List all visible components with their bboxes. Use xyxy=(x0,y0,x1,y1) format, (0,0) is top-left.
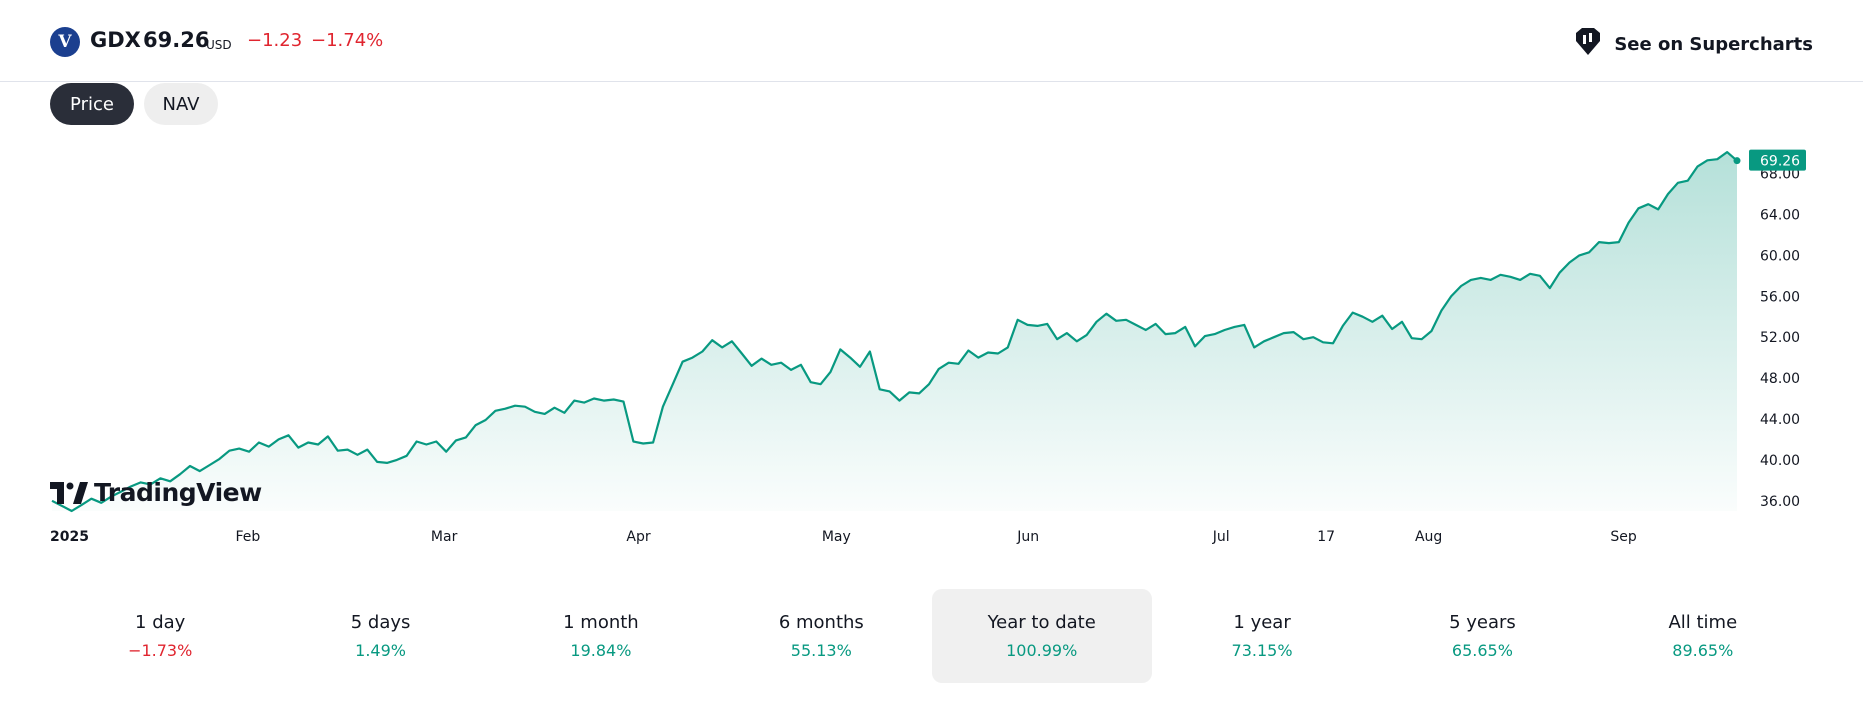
y-tick-label: 56.00 xyxy=(1760,289,1800,305)
period-label: 1 day xyxy=(135,612,186,633)
currency-label: USD xyxy=(206,38,232,52)
y-tick-label: 44.00 xyxy=(1760,412,1800,428)
x-tick-label: May xyxy=(822,529,851,545)
x-tick-label: Jun xyxy=(1016,529,1039,545)
period-label: 5 years xyxy=(1449,612,1516,633)
last-price-tag xyxy=(1749,149,1806,171)
x-tick-label: 17 xyxy=(1317,529,1335,545)
period-return: −1.73% xyxy=(128,641,193,660)
period-label: 5 days xyxy=(350,612,411,633)
period-selector: 1 day −1.73% 5 days 1.49% 1 month 19.84% 6 mon… xyxy=(50,589,1813,683)
tradingview-wordmark: TradingView xyxy=(94,478,262,507)
period-return: 55.13% xyxy=(790,641,852,660)
nav-toggle-button[interactable]: NAV xyxy=(144,83,218,125)
current-price: 69.26 xyxy=(143,28,210,52)
price-change-percent: −1.74% xyxy=(311,30,384,51)
see-on-supercharts-link[interactable]: See on Supercharts xyxy=(1572,27,1813,62)
y-tick-label: 40.00 xyxy=(1760,453,1800,469)
x-tick-label: Mar xyxy=(431,529,458,545)
period-option[interactable]: 1 day −1.73% xyxy=(50,589,270,683)
ticker-symbol: GDX xyxy=(90,28,141,52)
last-price-tag-label: 69.26 xyxy=(1760,154,1800,170)
y-tick-label: 52.00 xyxy=(1760,330,1800,346)
x-tick-label: Jul xyxy=(1212,529,1230,545)
period-label: All time xyxy=(1668,612,1738,633)
period-option[interactable]: 5 days 1.49% xyxy=(270,589,490,683)
supercharts-label: See on Supercharts xyxy=(1614,34,1813,55)
period-label: 6 months xyxy=(778,612,864,633)
period-option[interactable]: 1 month 19.84% xyxy=(491,589,711,683)
y-tick-label: 60.00 xyxy=(1760,248,1800,264)
period-return: 65.65% xyxy=(1451,641,1513,660)
period-return: 100.99% xyxy=(1006,641,1078,660)
x-tick-label: Aug xyxy=(1415,529,1442,545)
tradingview-watermark: TradingView xyxy=(50,478,262,507)
period-option[interactable]: 5 years 65.65% xyxy=(1372,589,1592,683)
period-label: 1 month xyxy=(563,612,639,633)
price-change: −1.23 xyxy=(247,30,303,51)
period-return: 73.15% xyxy=(1231,641,1293,660)
price-toggle-button[interactable]: Price xyxy=(50,83,134,125)
period-option[interactable]: 1 year 73.15% xyxy=(1152,589,1372,683)
period-option[interactable]: Year to date 100.99% xyxy=(931,589,1152,683)
period-return: 1.49% xyxy=(355,641,406,660)
y-tick-label: 48.00 xyxy=(1760,371,1800,387)
header-bar: V GDX 69.26 USD −1.23 −1.74% See on Supe… xyxy=(0,0,1863,82)
x-tick-label: Feb xyxy=(235,529,260,545)
period-return: 19.84% xyxy=(570,641,632,660)
supercharts-icon xyxy=(1572,27,1604,62)
y-tick-label: 64.00 xyxy=(1760,207,1800,223)
price-chart[interactable]: 36.00 40.00 44.00 48.00 52.00 56.00 60.00 64.00… xyxy=(0,130,1863,555)
x-tick-label: 2025 xyxy=(50,529,89,545)
last-price-dot xyxy=(1733,157,1741,165)
period-return: 89.65% xyxy=(1672,641,1734,660)
price-area-fill xyxy=(52,152,1737,511)
y-tick-label: 36.00 xyxy=(1760,494,1800,510)
x-tick-label: Sep xyxy=(1610,529,1637,545)
period-option[interactable]: 6 months 55.13% xyxy=(711,589,931,683)
price-line xyxy=(51,151,1738,513)
period-label: Year to date xyxy=(987,612,1096,633)
fund-logo: V xyxy=(50,27,80,57)
x-tick-label: Apr xyxy=(626,529,650,545)
tradingview-logo-icon xyxy=(50,481,88,504)
period-label: 1 year xyxy=(1233,612,1291,633)
period-option[interactable]: All time 89.65% xyxy=(1593,589,1813,683)
